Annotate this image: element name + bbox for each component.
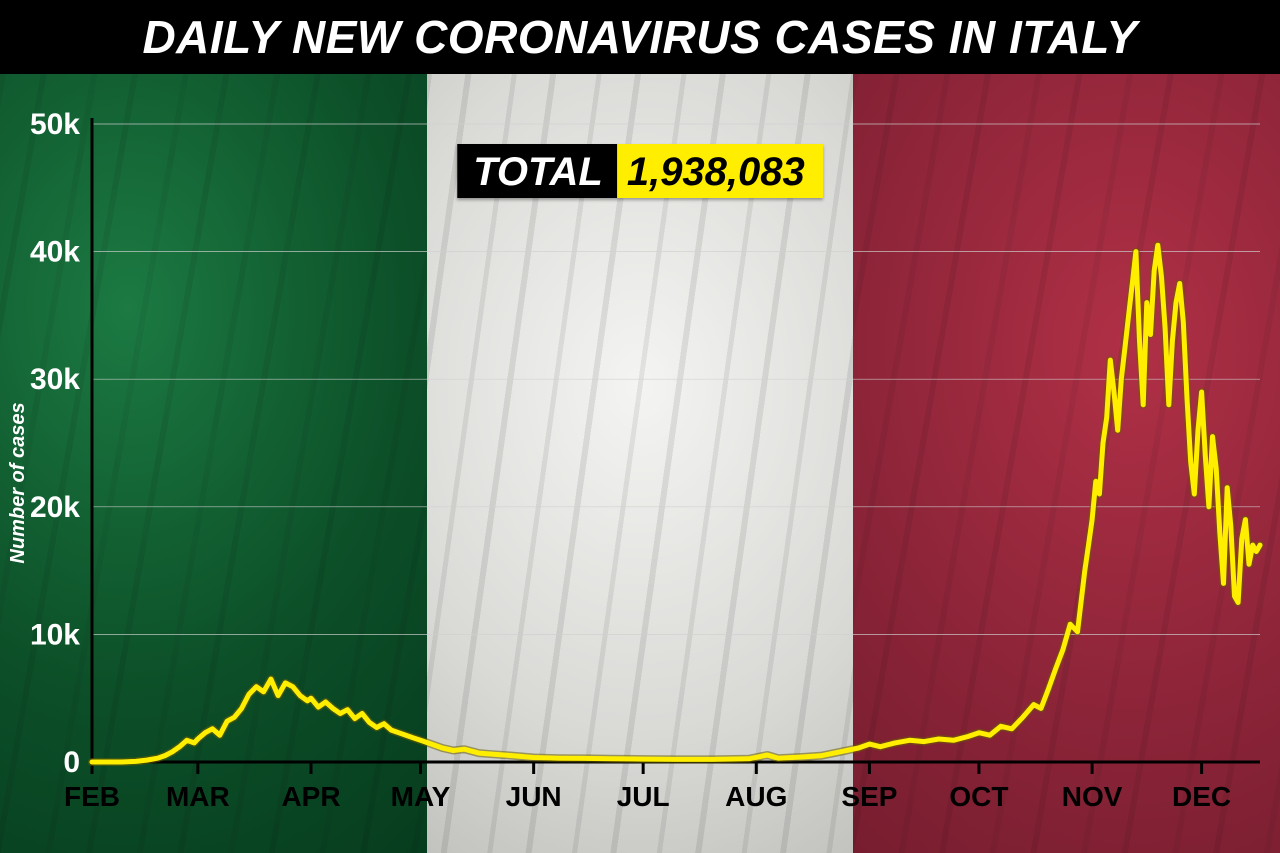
chart-area: TOTAL 1,938,083 0 10k 20k 30k 40k 50k Number o… bbox=[0, 74, 1280, 853]
svg-text:AUG: AUG bbox=[725, 781, 787, 812]
x-tick: JUL bbox=[617, 762, 670, 812]
svg-text:OCT: OCT bbox=[949, 781, 1008, 812]
svg-text:MAY: MAY bbox=[391, 781, 451, 812]
x-tick: OCT bbox=[949, 762, 1008, 812]
svg-text:30k: 30k bbox=[30, 363, 80, 396]
y-tick: 50k bbox=[30, 108, 1260, 141]
svg-text:JUN: JUN bbox=[506, 781, 562, 812]
x-tick: NOV bbox=[1062, 762, 1123, 812]
cases-line bbox=[92, 245, 1260, 762]
svg-text:50k: 50k bbox=[30, 108, 80, 141]
svg-text:FEB: FEB bbox=[64, 781, 120, 812]
title-bar: DAILY NEW CORONAVIRUS CASES IN ITALY bbox=[0, 0, 1280, 74]
x-tick: APR bbox=[281, 762, 340, 812]
page-title: DAILY NEW CORONAVIRUS CASES IN ITALY bbox=[142, 10, 1137, 64]
x-tick: DEC bbox=[1172, 762, 1231, 812]
x-tick: SEP bbox=[841, 762, 897, 812]
x-tick: JUN bbox=[506, 762, 562, 812]
svg-text:10k: 10k bbox=[30, 618, 80, 651]
y-axis-label: Number of cases bbox=[7, 402, 29, 563]
total-badge: TOTAL 1,938,083 bbox=[457, 144, 823, 198]
y-tick: 40k bbox=[30, 236, 1260, 269]
svg-text:MAR: MAR bbox=[166, 781, 230, 812]
y-tick: 0 bbox=[63, 746, 80, 779]
svg-text:JUL: JUL bbox=[617, 781, 670, 812]
svg-text:DEC: DEC bbox=[1172, 781, 1231, 812]
svg-text:SEP: SEP bbox=[841, 781, 897, 812]
svg-text:40k: 40k bbox=[30, 236, 80, 269]
y-tick: 20k bbox=[30, 491, 1260, 524]
svg-text:NOV: NOV bbox=[1062, 781, 1123, 812]
total-value: 1,938,083 bbox=[617, 144, 823, 198]
svg-text:20k: 20k bbox=[30, 491, 80, 524]
svg-text:APR: APR bbox=[281, 781, 340, 812]
svg-text:0: 0 bbox=[63, 746, 80, 779]
y-tick: 30k bbox=[30, 363, 1260, 396]
x-tick: AUG bbox=[725, 762, 787, 812]
total-label: TOTAL bbox=[457, 144, 617, 198]
x-tick: MAR bbox=[166, 762, 230, 812]
x-tick: MAY bbox=[391, 762, 451, 812]
